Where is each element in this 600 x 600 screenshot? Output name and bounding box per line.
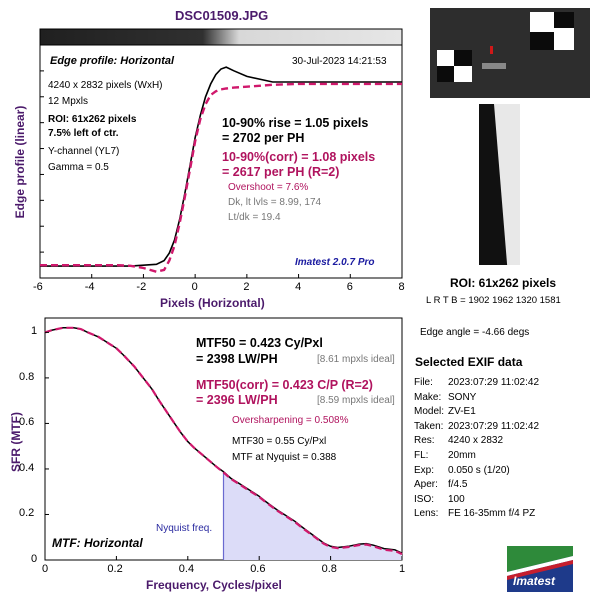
mtf-y-tick-label: 0.2 — [19, 507, 35, 520]
imatest-version: Imatest 2.0.7 Pro — [295, 257, 375, 268]
mtf50-lwph: = 2398 LW/PH — [196, 352, 278, 366]
mtf50-corr-ideal: [8.59 mpxls ideal] — [317, 395, 395, 406]
mtf-y-tick-label: 0 — [31, 553, 38, 565]
edge-x-tick-label: 0 — [191, 281, 198, 293]
edge-x-label: Pixels (Horizontal) — [160, 296, 265, 310]
edge-x-tick-label: -2 — [136, 281, 147, 293]
gamma: Gamma = 0.5 — [48, 162, 109, 173]
mtf-y-tick-label: 1 — [31, 325, 38, 338]
left-of-center: 7.5% left of ctr. — [48, 128, 119, 139]
edge-series-measured — [40, 66, 402, 267]
mtf-y-tick-label: 0.6 — [19, 416, 35, 429]
logo-text: Imatest — [513, 574, 556, 588]
scene-thumbnail — [430, 8, 590, 98]
exif-value: 100 — [448, 493, 465, 505]
exif-value: 0.050 s (1/20) — [448, 464, 510, 476]
edge-gradient-bar — [39, 28, 403, 46]
exif-key: Res: — [414, 435, 435, 447]
exif-value: 2023:07:29 11:02:42 — [448, 420, 540, 432]
exif-value: FE 16-35mm f/4 PZ — [448, 508, 536, 520]
y-channel: Y-channel (YL7) — [48, 146, 120, 157]
exif-value: 20mm — [448, 450, 476, 461]
mtf-series-measured — [44, 327, 403, 554]
mtf-x-tick-label: 0.6 — [250, 563, 266, 575]
nyquist-label: Nyquist freq. — [156, 523, 213, 534]
exif-title: Selected EXIF data — [415, 355, 523, 369]
imatest-logo: Imatest — [507, 546, 573, 592]
exif-value: 4240 x 2832 — [448, 435, 504, 447]
exif-value: SONY — [448, 391, 477, 403]
edge-x-tick-label: -6 — [33, 281, 43, 293]
exif-key: ISO: — [414, 493, 435, 505]
mtf-y-tick-label: 0.8 — [19, 370, 35, 383]
mtf50-corr: MTF50(corr) = 0.423 C/P (R=2) — [196, 378, 373, 392]
edge-x-tick-label: 2 — [243, 281, 250, 293]
exif-key: File: — [414, 377, 433, 388]
mtf-x-label: Frequency, Cycles/pixel — [146, 578, 282, 592]
mtf-y-tick-label: 0.4 — [19, 461, 35, 474]
mtf30: MTF30 = 0.55 Cy/Pxl — [232, 436, 327, 447]
roi-title: ROI: 61x262 pixels — [450, 276, 557, 290]
edge-series-corrected — [40, 82, 402, 273]
mtf50: MTF50 = 0.423 Cy/Pxl — [196, 336, 323, 350]
exif-value: ZV-E1 — [448, 406, 476, 418]
edge-x-tick-label: 6 — [346, 281, 353, 293]
exif-key: Model: — [414, 406, 445, 418]
mtf50-corr-lwph: = 2396 LW/PH — [196, 393, 278, 407]
mtf-x-tick-label: 0.2 — [107, 563, 123, 575]
image-mpxls: 12 Mpxls — [48, 96, 89, 107]
nyquist-region — [223, 471, 402, 560]
file-title: DSC01509.JPG — [175, 8, 269, 23]
edge-x-tick-label: 4 — [295, 281, 302, 293]
light-dark-ratio: Lt/dk = 19.4 — [228, 212, 281, 223]
mtf-x-tick-label: 0 — [42, 563, 49, 575]
exif-key: Exp: — [414, 464, 435, 476]
mtf-series-corrected — [44, 326, 403, 556]
rise-corr-per-ph: = 2617 per PH (R=2) — [222, 165, 340, 179]
mtf-at-nyquist: MTF at Nyquist = 0.388 — [232, 452, 337, 463]
exif-key: Make: — [414, 391, 442, 403]
edge-datetime: 30-Jul-2023 14:21:53 — [292, 56, 387, 67]
exif-value: f/4.5 — [448, 479, 468, 491]
edge-angle: Edge angle = -4.66 degs — [420, 327, 530, 338]
rise-corr-value: 10-90%(corr) = 1.08 pixels — [222, 150, 376, 164]
image-dims: 4240 x 2832 pixels (WxH) — [48, 80, 163, 91]
exif-value: 2023:07:29 11:02:42 — [448, 377, 540, 388]
mtf-x-tick-label: 0.4 — [178, 563, 195, 575]
dark-light-levels: Dk, lt lvls = 8.99, 174 — [228, 197, 322, 208]
edge-x-tick-label: -4 — [84, 281, 95, 293]
exif-key: FL: — [414, 450, 429, 461]
rise-value: 10-90% rise = 1.05 pixels — [222, 116, 369, 130]
mtf-x-tick-label: 0.8 — [321, 563, 337, 575]
roi-crop — [479, 104, 520, 265]
edge-x-tick-label: 8 — [398, 281, 405, 293]
overshoot: Overshoot = 7.6% — [228, 182, 309, 193]
exif-key: Aper: — [414, 479, 438, 491]
mtf50-ideal: [8.61 mpxls ideal] — [317, 354, 395, 365]
oversharpening: Oversharpening = 0.508% — [232, 415, 349, 426]
rise-per-ph: = 2702 per PH — [222, 131, 305, 145]
mtf-x-tick-label: 1 — [399, 563, 406, 575]
edge-plot-frame — [39, 44, 403, 279]
exif-key: Lens: — [414, 508, 439, 520]
mtf-heading: MTF: Horizontal — [52, 536, 143, 550]
roi-line: ROI: 61x262 pixels — [48, 114, 137, 125]
edge-heading: Edge profile: Horizontal — [50, 55, 175, 67]
exif-key: Taken: — [414, 420, 444, 432]
roi-bounds: L R T B = 1902 1962 1320 1581 — [426, 295, 561, 306]
edge-y-label: Edge profile (linear) — [13, 105, 27, 219]
